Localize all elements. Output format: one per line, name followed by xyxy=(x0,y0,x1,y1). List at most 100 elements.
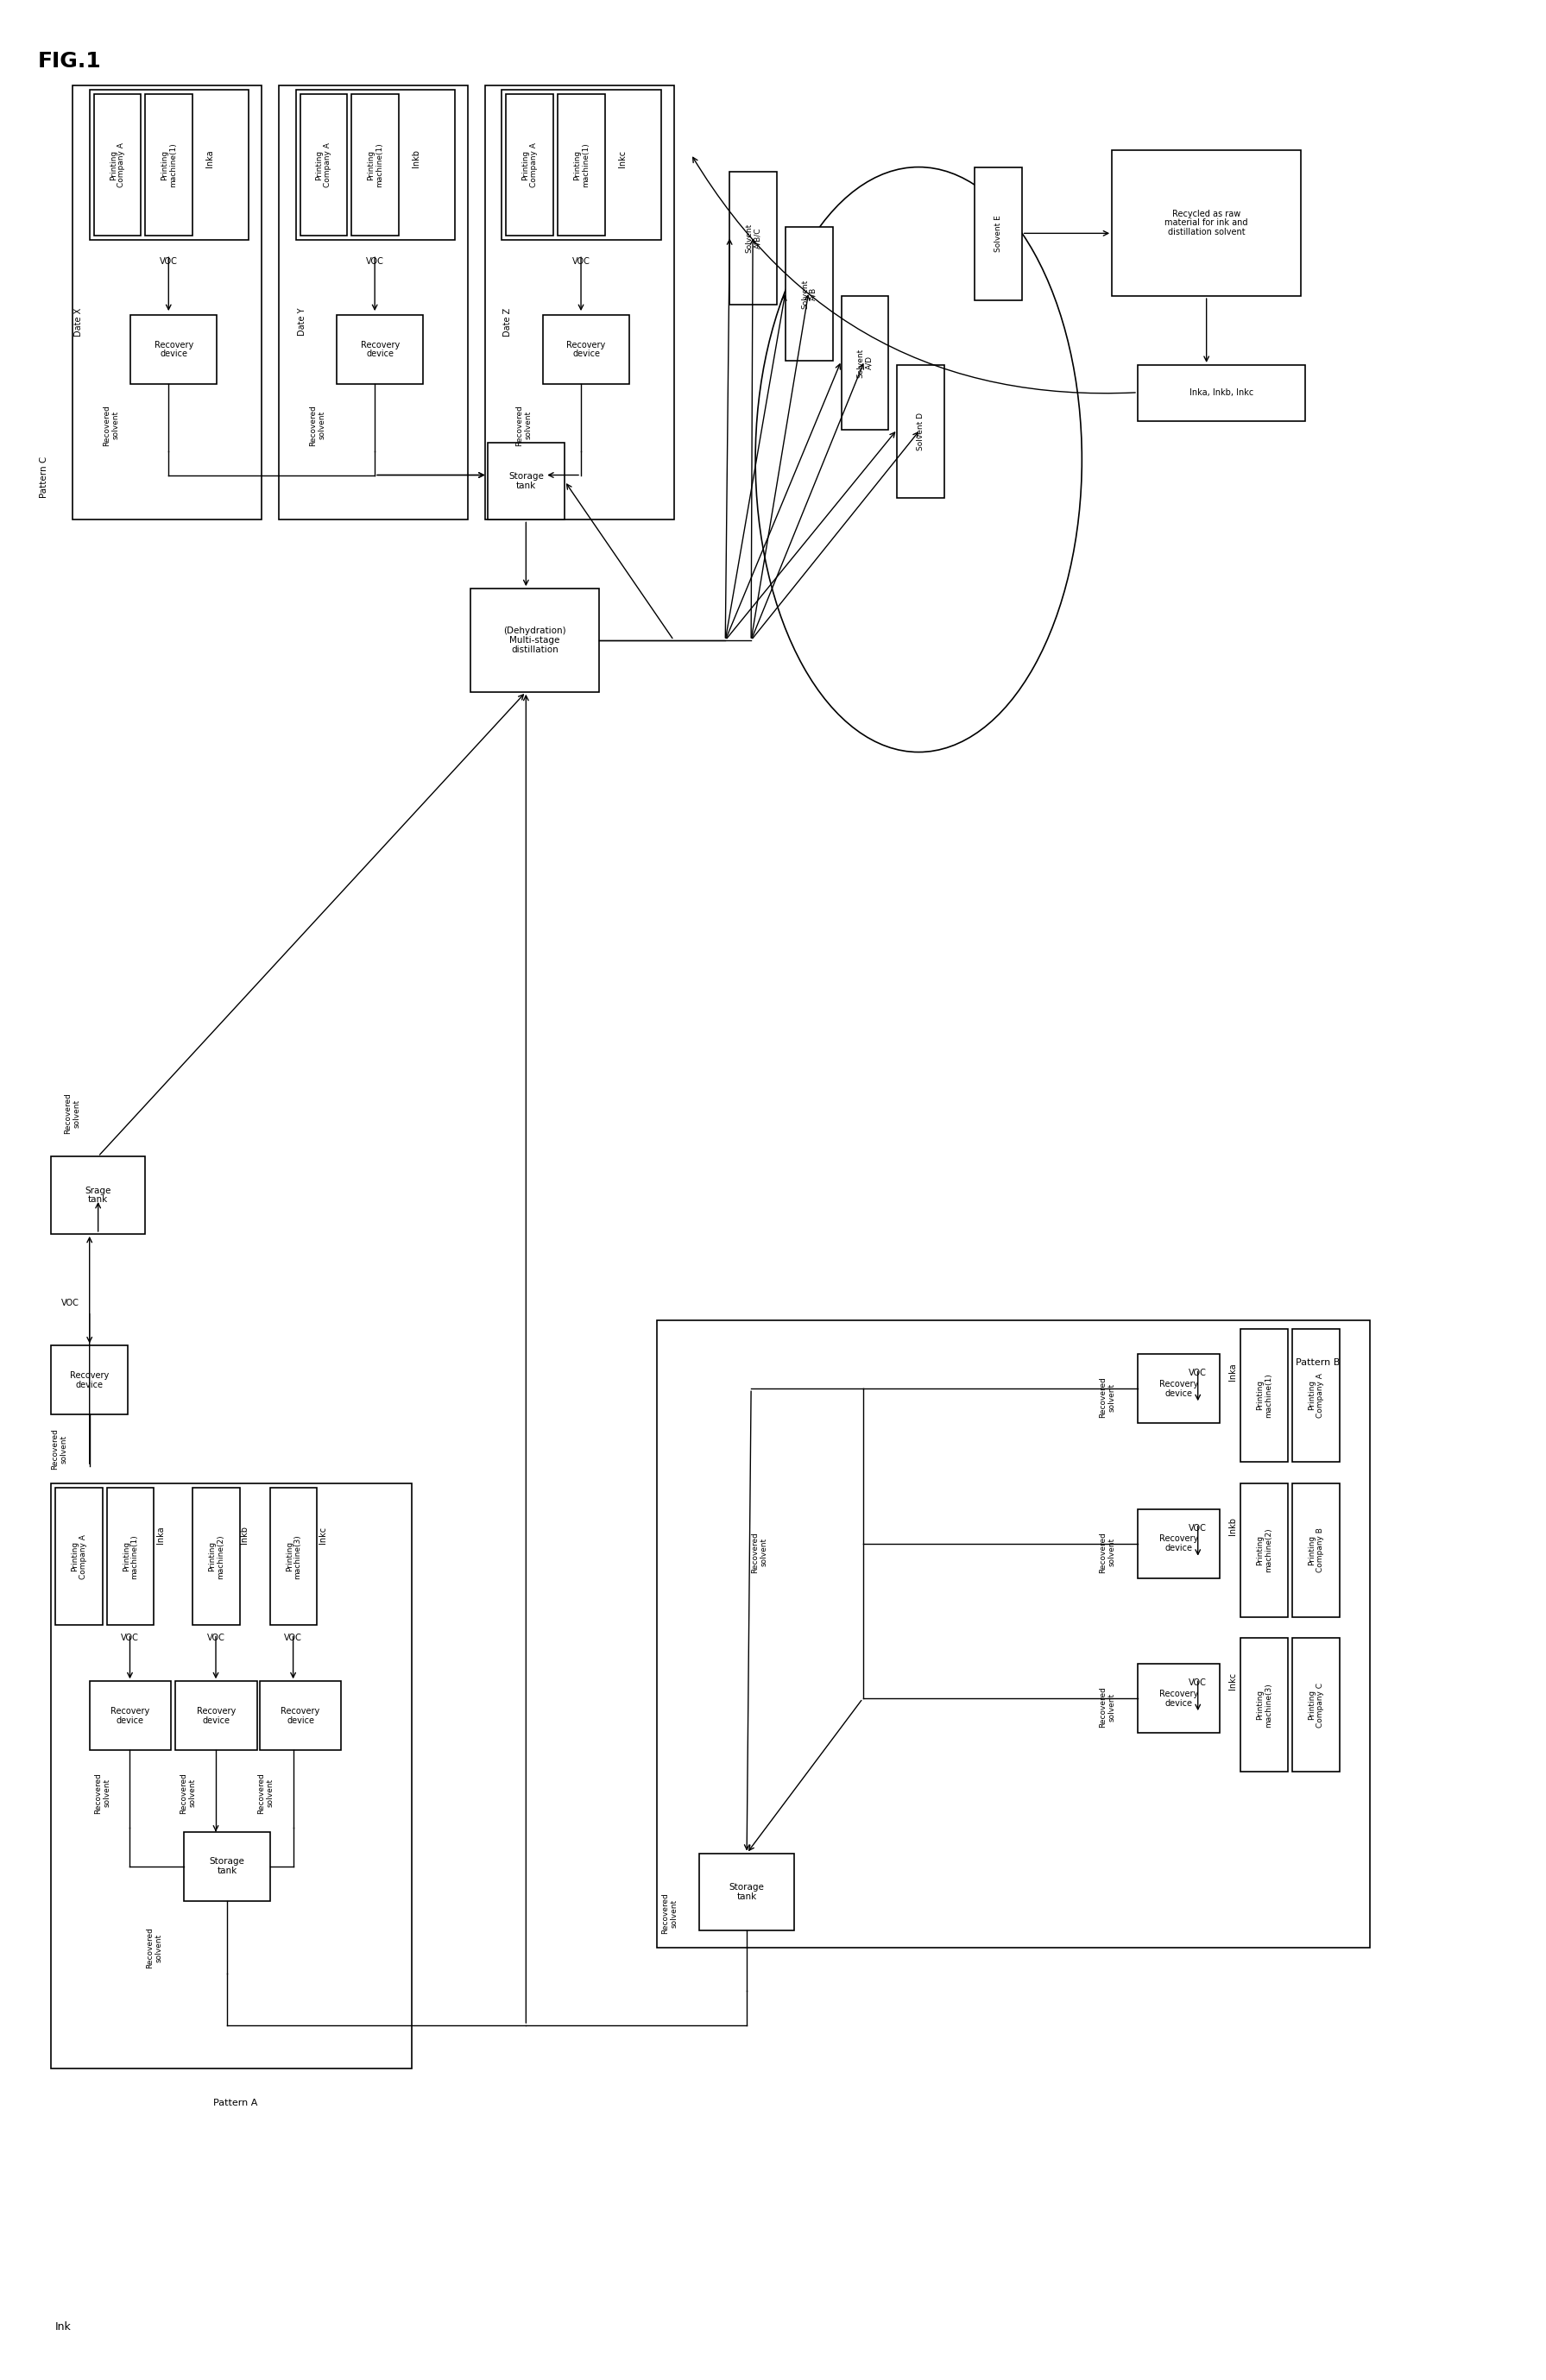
Bar xyxy=(974,167,1022,300)
Bar xyxy=(699,1854,795,1930)
Text: Storage
tank: Storage tank xyxy=(209,1856,244,1875)
Bar xyxy=(785,226,833,362)
Bar xyxy=(278,86,467,519)
Text: Recovery
device: Recovery device xyxy=(111,1706,150,1726)
Text: VOC: VOC xyxy=(121,1635,139,1642)
Text: Recovered
solvent: Recovered solvent xyxy=(662,1892,677,1935)
Bar xyxy=(1112,150,1302,295)
Text: Recovered
solvent: Recovered solvent xyxy=(1099,1533,1116,1573)
Text: Pattern C: Pattern C xyxy=(40,457,48,497)
Text: Recovered
solvent: Recovered solvent xyxy=(751,1533,768,1573)
Text: Printing
machine(2): Printing machine(2) xyxy=(1257,1528,1272,1573)
Text: Solvent
A/D: Solvent A/D xyxy=(856,347,873,378)
Text: Inka: Inka xyxy=(1228,1364,1237,1380)
Text: Inka: Inka xyxy=(156,1526,165,1545)
Bar xyxy=(131,314,216,383)
Text: Recovered
solvent: Recovered solvent xyxy=(309,405,326,445)
Bar xyxy=(90,1680,172,1749)
Text: Date Z: Date Z xyxy=(504,307,512,336)
Bar xyxy=(470,588,598,693)
Text: Ink: Ink xyxy=(56,2320,71,2332)
Text: Recovery
device: Recovery device xyxy=(1160,1535,1198,1552)
Text: Recovered
solvent: Recovered solvent xyxy=(257,1773,274,1814)
Text: Recovery
device: Recovery device xyxy=(566,340,606,359)
Text: Recovery
device: Recovery device xyxy=(360,340,399,359)
Text: Printing
machine(1): Printing machine(1) xyxy=(122,1535,139,1578)
Text: Recovered
solvent: Recovered solvent xyxy=(515,405,532,445)
Bar xyxy=(1138,1354,1220,1423)
Text: Storage
tank: Storage tank xyxy=(730,1883,764,1902)
Text: Recovery
device: Recovery device xyxy=(155,340,193,359)
Bar xyxy=(295,90,455,240)
Bar xyxy=(506,93,553,236)
Bar xyxy=(175,1680,257,1749)
Text: Storage
tank: Storage tank xyxy=(509,471,544,490)
Text: Inkc: Inkc xyxy=(618,150,626,167)
Bar xyxy=(487,443,564,519)
Bar xyxy=(145,93,193,236)
Text: VOC: VOC xyxy=(207,1635,224,1642)
Bar xyxy=(485,86,674,519)
Text: Pattern A: Pattern A xyxy=(213,2099,258,2106)
Text: VOC: VOC xyxy=(1189,1368,1207,1378)
Text: Recovered
solvent: Recovered solvent xyxy=(1099,1376,1116,1418)
Text: Printing
machine(2): Printing machine(2) xyxy=(209,1535,224,1578)
Text: Printing
Company A: Printing Company A xyxy=(71,1535,87,1578)
Text: Inkc: Inkc xyxy=(318,1526,328,1545)
Text: VOC: VOC xyxy=(366,257,383,267)
Text: Printing
machine(1): Printing machine(1) xyxy=(574,143,589,188)
Text: VOC: VOC xyxy=(572,257,591,267)
Text: Date Y: Date Y xyxy=(297,307,306,336)
Text: Inka, Inkb, Inkc: Inka, Inkb, Inkc xyxy=(1189,388,1254,397)
Bar xyxy=(502,90,660,240)
Bar xyxy=(107,1488,155,1626)
Bar xyxy=(56,1488,102,1626)
Text: Printing
machine(3): Printing machine(3) xyxy=(286,1535,301,1578)
Text: Inkb: Inkb xyxy=(411,150,421,167)
Text: Recovered
solvent: Recovered solvent xyxy=(63,1092,80,1135)
Text: VOC: VOC xyxy=(62,1299,80,1307)
Text: Recovered
solvent: Recovered solvent xyxy=(51,1428,68,1468)
Text: VOC: VOC xyxy=(1189,1523,1207,1533)
Text: Date X: Date X xyxy=(74,307,82,336)
Text: Printing
Company C: Printing Company C xyxy=(1308,1683,1323,1728)
Text: Pattern B: Pattern B xyxy=(1296,1359,1340,1366)
Bar xyxy=(1292,1328,1340,1461)
Bar xyxy=(1241,1483,1288,1616)
Bar xyxy=(1138,1664,1220,1733)
Text: Recovery
device: Recovery device xyxy=(196,1706,237,1726)
Bar xyxy=(730,171,778,305)
Text: Srage
tank: Srage tank xyxy=(85,1185,111,1204)
Text: Recovery
device: Recovery device xyxy=(1160,1380,1198,1397)
Text: FIG.1: FIG.1 xyxy=(39,50,102,71)
Text: Recovered
solvent: Recovered solvent xyxy=(102,405,119,445)
Bar xyxy=(558,93,604,236)
Bar xyxy=(841,295,889,428)
Text: Inkb: Inkb xyxy=(1228,1518,1237,1535)
Bar xyxy=(337,314,424,383)
Text: Recovered
solvent: Recovered solvent xyxy=(179,1773,196,1814)
Bar xyxy=(1241,1637,1288,1771)
Text: Recovery
device: Recovery device xyxy=(281,1706,320,1726)
Bar xyxy=(897,364,945,497)
Bar xyxy=(90,90,249,240)
Bar xyxy=(657,1321,1370,1947)
Text: Printing
Company A: Printing Company A xyxy=(523,143,538,188)
Text: Solvent
A/B: Solvent A/B xyxy=(801,278,818,309)
Text: Printing
machine(3): Printing machine(3) xyxy=(1257,1683,1272,1728)
Text: Recovery
device: Recovery device xyxy=(70,1371,110,1390)
Text: Printing
Company A: Printing Company A xyxy=(110,143,125,188)
Text: Printing
Company B: Printing Company B xyxy=(1308,1528,1323,1573)
Text: VOC: VOC xyxy=(284,1635,301,1642)
Text: Printing
Company A: Printing Company A xyxy=(1308,1373,1323,1418)
Bar xyxy=(300,93,348,236)
Text: Printing
Company A: Printing Company A xyxy=(315,143,332,188)
Text: Printing
machine(1): Printing machine(1) xyxy=(366,143,383,188)
Bar xyxy=(51,1157,145,1233)
Bar xyxy=(94,93,141,236)
Text: (Dehydration)
Multi-stage
distillation: (Dehydration) Multi-stage distillation xyxy=(504,626,566,655)
Text: Solvent D: Solvent D xyxy=(917,412,925,450)
Bar xyxy=(1138,1509,1220,1578)
Text: Recovery
device: Recovery device xyxy=(1160,1690,1198,1706)
Bar xyxy=(1241,1328,1288,1461)
